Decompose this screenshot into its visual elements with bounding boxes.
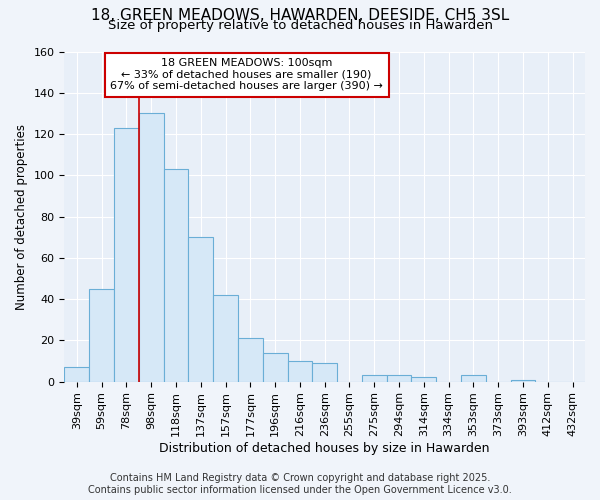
Text: Contains HM Land Registry data © Crown copyright and database right 2025.
Contai: Contains HM Land Registry data © Crown c… [88, 474, 512, 495]
Bar [188, 237, 213, 382]
Bar [164, 169, 188, 382]
Bar [313, 363, 337, 382]
Text: Size of property relative to detached houses in Hawarden: Size of property relative to detached ho… [107, 19, 493, 32]
Bar [139, 114, 164, 382]
Bar [511, 380, 535, 382]
Bar [287, 361, 313, 382]
Y-axis label: Number of detached properties: Number of detached properties [15, 124, 28, 310]
Bar [461, 376, 486, 382]
Bar [213, 295, 238, 382]
Bar [386, 376, 412, 382]
Bar [89, 289, 114, 382]
Bar [64, 367, 89, 382]
Bar [114, 128, 139, 382]
Bar [238, 338, 263, 382]
X-axis label: Distribution of detached houses by size in Hawarden: Distribution of detached houses by size … [160, 442, 490, 455]
Bar [362, 376, 386, 382]
Text: 18 GREEN MEADOWS: 100sqm
← 33% of detached houses are smaller (190)
67% of semi-: 18 GREEN MEADOWS: 100sqm ← 33% of detach… [110, 58, 383, 92]
Bar [263, 352, 287, 382]
Bar [412, 378, 436, 382]
Text: 18, GREEN MEADOWS, HAWARDEN, DEESIDE, CH5 3SL: 18, GREEN MEADOWS, HAWARDEN, DEESIDE, CH… [91, 8, 509, 22]
